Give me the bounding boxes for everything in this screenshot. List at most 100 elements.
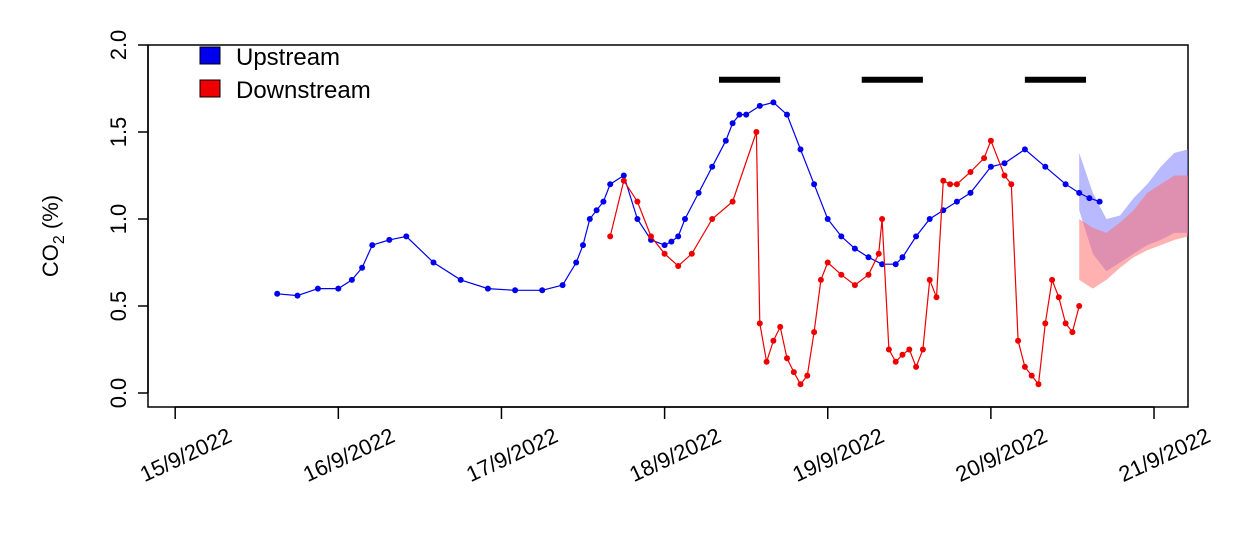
y-tick-label: 1.5 [106,117,131,148]
data-point-downstream [756,320,763,327]
data-point-upstream [838,233,845,240]
data-point-upstream [722,137,729,144]
data-point-downstream [926,276,933,283]
y-axis-label-subscript: 2 [51,235,68,244]
data-point-upstream [926,216,933,222]
data-point-downstream [620,177,627,184]
data-point-upstream [386,236,393,243]
data-point-downstream [875,250,882,257]
legend-swatch-downstream [199,79,221,98]
data-point-downstream [885,346,892,353]
data-point-downstream [919,346,926,353]
data-point-upstream [682,216,688,222]
data-point-downstream [1076,303,1083,309]
data-point-upstream [274,290,281,297]
data-point-downstream [1069,329,1076,336]
data-point-downstream [634,198,641,205]
data-point-upstream [736,111,743,118]
data-point-upstream [348,276,355,283]
y-tick-label: 0.5 [106,291,131,322]
data-point-upstream [580,242,586,249]
y-axis-label: CO2 (%) [38,195,68,277]
data-point-upstream [403,233,410,240]
data-point-downstream [709,216,716,222]
x-tick-label: 18/9/2022 [625,423,724,487]
data-point-upstream [797,146,804,153]
y-axis-label-main: CO [38,244,63,277]
data-point-downstream [817,276,824,283]
data-point-downstream [804,372,811,379]
data-point-downstream [865,271,872,278]
data-point-downstream [770,337,777,344]
data-point-downstream [953,181,960,188]
data-point-downstream [661,250,668,257]
legend-label-downstream: Downstream [236,77,371,104]
data-point-upstream [512,287,519,294]
data-point-downstream [967,169,974,175]
data-point-upstream [1096,198,1103,205]
data-point-downstream [648,233,654,240]
data-point-upstream [607,181,614,188]
data-point-downstream [811,329,818,336]
data-point-downstream [607,233,614,240]
x-tick-label: 15/9/2022 [136,423,235,487]
x-axis: 15/9/2022 16/9/2022 17/9/2022 18/9/2022 19/9… [136,406,1214,487]
data-point-downstream [797,381,804,388]
data-point-downstream [892,358,899,365]
data-point-upstream [294,292,301,299]
data-point-upstream [756,102,763,109]
y-tick-label: 2.0 [106,30,131,61]
legend-label-upstream: Upstream [236,44,340,71]
data-point-upstream [1042,163,1049,170]
data-point-upstream [359,264,366,271]
data-point-downstream [838,271,845,278]
data-point-upstream [729,120,736,127]
data-point-upstream [1086,195,1093,202]
data-point-downstream [784,355,790,362]
data-point-upstream [457,276,464,283]
data-point-upstream [369,242,376,249]
x-tick-label: 19/9/2022 [789,423,888,487]
data-point-upstream [865,254,872,261]
data-point-downstream [763,358,770,365]
data-point-downstream [851,282,858,289]
series-layer [274,99,1103,388]
data-point-downstream [981,155,988,162]
data-point-downstream [987,137,994,144]
y-tick-label: 1.0 [106,204,131,235]
data-point-upstream [1062,181,1069,188]
data-point-upstream [335,285,342,292]
data-point-downstream [1021,363,1028,370]
data-point-downstream [1062,320,1069,327]
uncertainty-bands [1079,149,1188,289]
data-point-upstream [620,172,627,179]
data-point-upstream [559,282,566,289]
data-point-upstream [430,259,437,266]
data-point-downstream [1028,372,1035,379]
data-point-downstream [1035,381,1042,388]
data-point-downstream [906,346,913,353]
data-point-upstream [1001,160,1008,167]
data-point-upstream [661,242,668,249]
series-line-downstream [609,131,1080,386]
data-point-upstream [695,189,702,196]
x-tick-label: 16/9/2022 [299,423,398,487]
data-point-upstream [967,189,974,196]
data-point-upstream [484,285,491,292]
data-point-upstream [892,261,899,268]
data-point-upstream [573,259,580,266]
data-point-downstream [913,363,920,370]
data-point-downstream [688,250,695,257]
x-tick-label: 20/9/2022 [952,423,1051,487]
data-point-downstream [1015,337,1022,344]
data-point-upstream [600,198,607,205]
data-point-upstream [770,99,777,106]
data-point-upstream [1021,146,1028,153]
y-axis-label-unit: (%) [38,195,63,235]
data-point-upstream [987,163,994,170]
data-point-upstream [953,198,960,205]
data-point-upstream [811,181,818,188]
data-point-downstream [1001,172,1008,179]
data-point-upstream [593,207,600,214]
